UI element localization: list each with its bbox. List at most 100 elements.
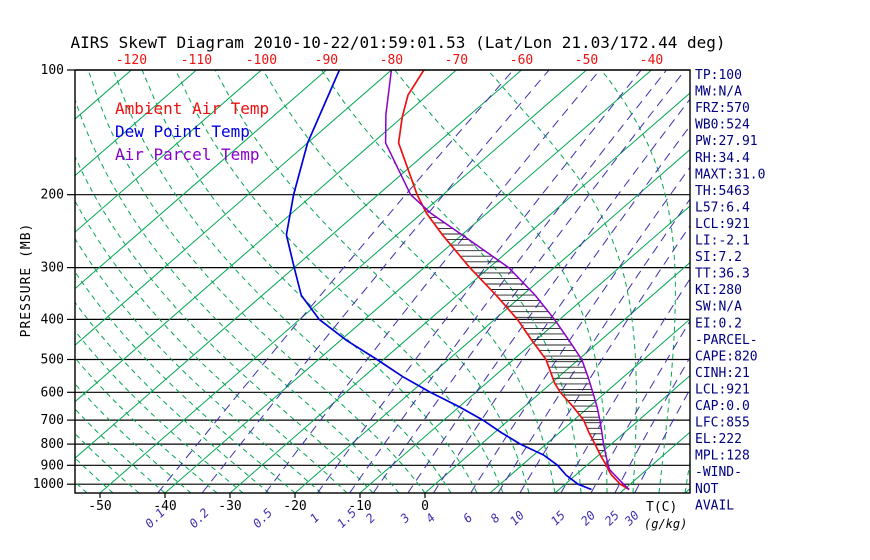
mixing-ratio-line bbox=[560, 277, 690, 493]
top-temp-tick-label: -110 bbox=[181, 53, 212, 68]
moist-adiabat-line bbox=[75, 481, 88, 493]
pressure-tick-label: 1000 bbox=[33, 477, 64, 492]
moist-adiabat-line bbox=[75, 457, 114, 493]
mixing-ratio-line bbox=[349, 70, 667, 493]
side-stat-line: MAXT:31.0 bbox=[695, 167, 765, 182]
temp-axis-title: T(C) bbox=[646, 500, 677, 515]
side-stat-line: SI:7.2 bbox=[695, 250, 742, 265]
pressure-tick-label: 700 bbox=[41, 413, 64, 428]
isotherm-line bbox=[554, 374, 690, 493]
side-stat-line: PW:27.91 bbox=[695, 134, 758, 149]
side-stat-line: CAP:0.0 bbox=[695, 399, 750, 414]
pressure-tick-label: 200 bbox=[41, 188, 64, 203]
side-stat-line: MW:N/A bbox=[695, 85, 742, 100]
dewpoint-curve bbox=[285, 70, 592, 491]
top-temp-tick-label: -60 bbox=[510, 53, 533, 68]
moist-adiabat-line bbox=[141, 70, 478, 493]
isotherm-line bbox=[229, 92, 690, 493]
moist-adiabat-line bbox=[175, 70, 504, 493]
mixing-ratio-label: 25 bbox=[602, 508, 622, 528]
side-stat-line: -PARCEL- bbox=[695, 333, 758, 348]
side-stat-line: FRZ:570 bbox=[695, 101, 750, 116]
isotherm-line bbox=[294, 148, 690, 493]
moist-adiabat-line bbox=[262, 70, 556, 493]
chart-title: AIRS SkewT Diagram 2010-10-22/01:59:01.5… bbox=[70, 33, 725, 52]
isotherm-line bbox=[75, 70, 522, 459]
legend-item-parcel: Air Parcel Temp bbox=[115, 145, 260, 164]
moist-adiabat-line bbox=[75, 97, 400, 493]
mixing-ratio-label: 0.2 bbox=[187, 506, 212, 531]
side-stat-line: RH:34.4 bbox=[695, 151, 750, 166]
pressure-tick-label: 500 bbox=[41, 353, 64, 368]
moist-adiabat-line bbox=[600, 70, 676, 493]
side-stat-line: SW:N/A bbox=[695, 300, 742, 315]
moist-adiabat-line bbox=[112, 70, 452, 493]
mixing-ratio-label: 4 bbox=[423, 511, 438, 526]
side-stat-line: NOT bbox=[695, 482, 719, 497]
mixing-ratio-label: 30 bbox=[621, 508, 642, 529]
bottom-temp-tick-label: -50 bbox=[88, 499, 111, 514]
parcel-temp-curve bbox=[384, 70, 630, 491]
bottom-temp-tick-label: -40 bbox=[153, 499, 176, 514]
isotherms-layer bbox=[75, 70, 690, 493]
bottom-temp-tick-label: -20 bbox=[283, 499, 306, 514]
plot-border bbox=[74, 69, 691, 494]
moist-adiabat-line bbox=[75, 199, 348, 493]
legend: Ambient Air Temp Dew Point Temp Air Parc… bbox=[115, 99, 269, 164]
mixing-ratio-label: 20 bbox=[578, 508, 598, 528]
mixing-ratio-line bbox=[614, 356, 690, 493]
side-stat-line: LCL:921 bbox=[695, 217, 750, 232]
side-stat-line: EL:222 bbox=[695, 432, 742, 447]
mixing-ratio-label: 6 bbox=[460, 511, 475, 526]
moist-adiabat-line bbox=[87, 70, 426, 493]
bottom-temp-tick-label: -10 bbox=[348, 499, 371, 514]
top-temp-tick-label: -80 bbox=[380, 53, 403, 68]
pressure-tick-label: 100 bbox=[41, 63, 64, 78]
top-temp-tick-label: -40 bbox=[640, 53, 663, 68]
top-temp-axis-labels: -120 -110 -100 -90 -80 -70 -60 -50 -40 bbox=[116, 53, 663, 68]
mixing-ratio-label: 8 bbox=[488, 511, 503, 526]
mixing-ratio-label: 0.5 bbox=[250, 506, 275, 531]
legend-item-ambient: Ambient Air Temp bbox=[115, 99, 269, 118]
isotherm-line bbox=[489, 318, 690, 493]
top-temp-tick-label: -100 bbox=[246, 53, 277, 68]
mixing-ratio-line bbox=[634, 388, 690, 493]
side-stat-line: TP:100 bbox=[695, 68, 742, 83]
legend-item-dewpoint: Dew Point Temp bbox=[115, 122, 250, 141]
side-stat-line: TH:5463 bbox=[695, 184, 750, 199]
side-stat-line: LCL:921 bbox=[695, 382, 750, 397]
moist-adiabat-line bbox=[214, 70, 530, 493]
isotherm-line bbox=[75, 70, 392, 346]
moist-adiabat-line bbox=[75, 408, 166, 493]
cape-hatch-layer bbox=[425, 211, 606, 457]
bottom-temp-tick-label: -30 bbox=[218, 499, 241, 514]
isotherm-line bbox=[75, 70, 457, 403]
mixing-ratio-line bbox=[497, 198, 690, 493]
mixing-ratio-line bbox=[407, 98, 690, 493]
mixing-ratio-line bbox=[201, 70, 550, 493]
side-stat-line: TT:36.3 bbox=[695, 267, 750, 282]
side-stat-line: LFC:855 bbox=[695, 416, 750, 431]
side-stat-line: MPL:128 bbox=[695, 449, 750, 464]
isotherm-line bbox=[164, 70, 652, 493]
mixing-ratio-line bbox=[316, 70, 642, 493]
moist-adiabat-line bbox=[75, 383, 192, 493]
bottom-temp-tick-label: 0 bbox=[421, 499, 429, 514]
moist-adiabat-line bbox=[394, 70, 608, 493]
side-stat-line: L57:6.4 bbox=[695, 200, 750, 215]
side-stat-line: KI:280 bbox=[695, 283, 742, 298]
isotherm-line bbox=[424, 261, 690, 493]
pressure-tick-label: 800 bbox=[41, 437, 64, 452]
top-temp-tick-label: -50 bbox=[575, 53, 598, 68]
side-stat-line: AVAIL bbox=[695, 498, 734, 513]
side-stat-line: CINH:21 bbox=[695, 366, 750, 381]
isotherm-line bbox=[359, 205, 690, 493]
isotherm-line bbox=[75, 70, 262, 233]
top-temp-tick-label: -90 bbox=[315, 53, 338, 68]
isotherm-line bbox=[75, 70, 327, 290]
moist-adiabat-line bbox=[487, 70, 637, 493]
side-stat-line: CAPE:820 bbox=[695, 349, 758, 364]
